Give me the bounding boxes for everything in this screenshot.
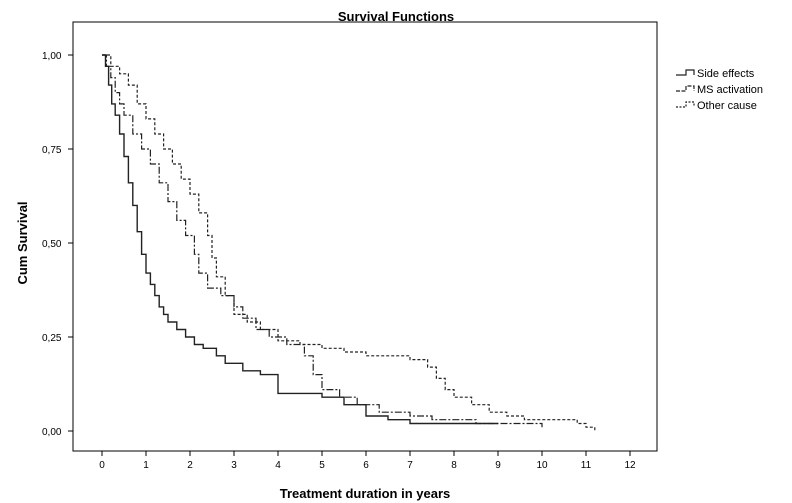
y-tick-label: 0,25: [42, 333, 62, 344]
x-tick-label: 0: [99, 460, 105, 471]
y-tick-label: 0,50: [42, 239, 62, 250]
legend-swatch: [676, 101, 695, 108]
x-tick-label: 1: [143, 460, 149, 471]
x-tick-label: 10: [536, 460, 548, 471]
x-axis-ticks: 0 1 2 3 4 5 6 7 8 9 10 11 12: [99, 451, 636, 471]
x-tick-label: 6: [363, 460, 369, 471]
x-tick-label: 4: [275, 460, 281, 471]
y-tick-label: 0,75: [42, 145, 62, 156]
x-tick-label: 11: [581, 460, 592, 471]
y-axis-title: Cum Survival: [15, 201, 30, 284]
series-line-other-cause: [102, 54, 596, 431]
x-tick-label: 2: [187, 460, 193, 471]
plot-frame: [72, 21, 658, 452]
y-tick-label: 0,00: [42, 427, 62, 438]
x-axis-title: Treatment duration in years: [280, 486, 451, 501]
y-tick-label: 1,00: [42, 51, 62, 62]
legend: Side effects MS activation Other cause: [676, 68, 763, 112]
chart-title: Survival Functions: [338, 9, 454, 24]
x-tick-label: 7: [407, 460, 413, 471]
x-tick-label: 3: [231, 460, 237, 471]
legend-label: Side effects: [697, 68, 755, 80]
legend-swatch: [676, 69, 695, 76]
x-tick-label: 5: [319, 460, 325, 471]
legend-label: Other cause: [697, 100, 757, 112]
series-line-side-effects: [102, 54, 498, 425]
x-tick-label: 8: [451, 460, 457, 471]
series-layer: [102, 54, 596, 431]
x-tick-label: 9: [495, 460, 501, 471]
legend-swatch: [676, 85, 695, 92]
y-axis-ticks: 0,00 0,25 0,50 0,75 1,00: [42, 51, 73, 438]
legend-label: MS activation: [697, 84, 763, 96]
series-line-ms-activation: [102, 54, 543, 428]
x-tick-label: 12: [624, 460, 636, 471]
